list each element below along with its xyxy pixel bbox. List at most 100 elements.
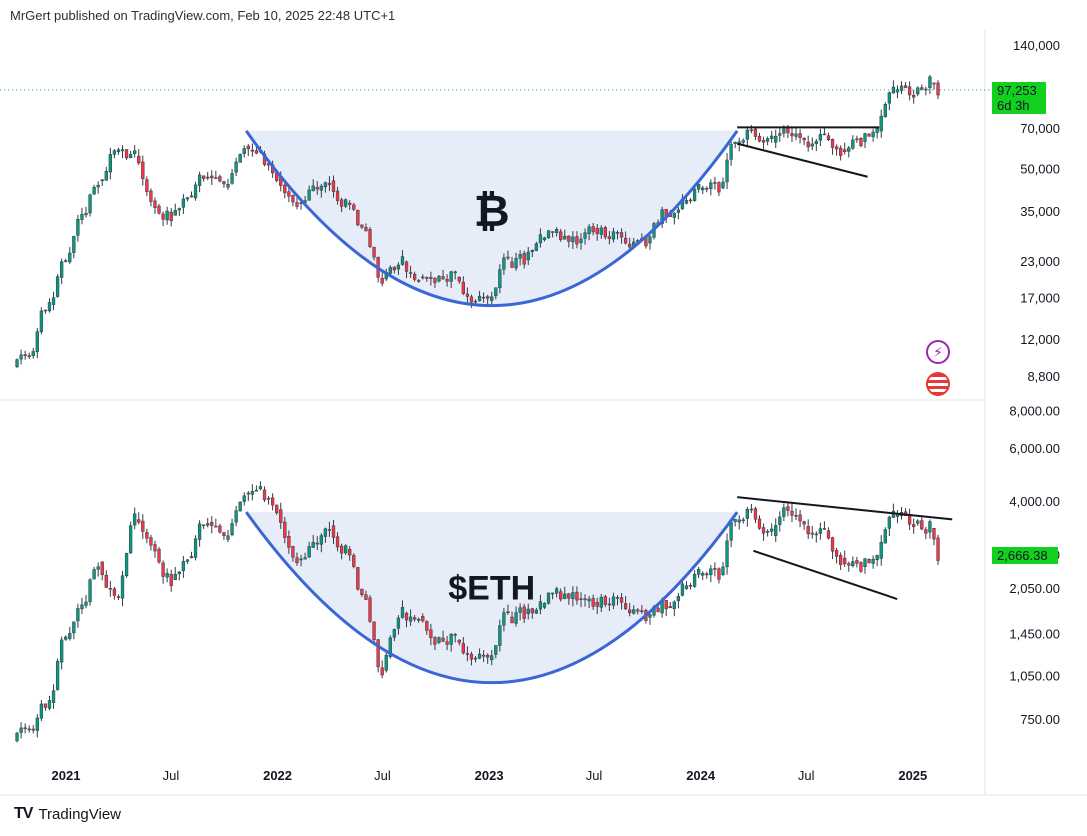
- candle-body: [388, 637, 392, 657]
- candle-body: [494, 645, 498, 655]
- candle-body: [859, 138, 863, 146]
- candle-body: [867, 133, 871, 137]
- candle-body: [112, 588, 117, 596]
- candle-body: [388, 267, 392, 274]
- candle-body: [709, 568, 713, 576]
- candle-body: [534, 609, 539, 614]
- candle-body: [181, 198, 186, 208]
- candle-body: [798, 514, 802, 522]
- candle-body: [120, 149, 125, 152]
- candle-body: [348, 202, 352, 205]
- candle-body: [688, 199, 693, 202]
- wedge-top-line: [737, 496, 953, 521]
- candle-body: [258, 486, 263, 490]
- candle-body: [339, 199, 344, 207]
- lightning-icon[interactable]: ⚡: [926, 340, 950, 364]
- candle-body: [530, 250, 534, 252]
- candle-body: [242, 148, 246, 154]
- candle-body: [311, 542, 315, 548]
- candle-body: [141, 520, 145, 532]
- candle-body: [619, 597, 624, 603]
- candle-body: [202, 175, 206, 179]
- candle-body: [607, 603, 612, 606]
- x-tick-label: 2024: [686, 768, 716, 783]
- y-tick-label: 70,000: [1020, 121, 1060, 136]
- candle-body: [936, 537, 940, 561]
- candle-body: [567, 593, 571, 599]
- candle-body: [380, 277, 384, 284]
- x-tick-label: 2025: [898, 768, 927, 783]
- candle-body: [899, 85, 904, 91]
- candle-body: [765, 138, 770, 142]
- candle-body: [368, 229, 372, 247]
- candle-body: [761, 140, 766, 143]
- candle-body: [64, 636, 68, 640]
- candle-body: [425, 277, 429, 279]
- candle-body: [453, 271, 457, 274]
- candle-body: [368, 597, 372, 622]
- candle-body: [80, 214, 84, 220]
- candle-body: [538, 601, 543, 610]
- candle-body: [814, 141, 818, 144]
- candle-body: [291, 546, 295, 558]
- candle-body: [632, 609, 636, 614]
- candle-body: [344, 545, 348, 554]
- candle-body: [522, 606, 526, 619]
- candle-body: [323, 182, 328, 188]
- candle-body: [15, 359, 19, 367]
- candle-body: [822, 133, 827, 136]
- candle-body: [149, 537, 153, 546]
- candle-body: [863, 558, 867, 567]
- candle-body: [51, 297, 56, 305]
- candle-body: [124, 149, 129, 159]
- candle-body: [490, 296, 494, 301]
- candle-body: [356, 567, 360, 590]
- candle-body: [713, 182, 717, 184]
- candle-body: [222, 181, 226, 185]
- candle-body: [648, 236, 652, 244]
- candle-body: [826, 135, 831, 141]
- x-tick-label: 2023: [475, 768, 504, 783]
- candle-body: [104, 574, 108, 588]
- candle-body: [311, 185, 315, 192]
- candle-body: [210, 175, 214, 179]
- candle-body: [307, 189, 311, 201]
- candle-body: [68, 252, 72, 263]
- candle-body: [331, 525, 336, 538]
- candle-body: [563, 235, 567, 240]
- candle-body: [826, 530, 831, 539]
- candle-body: [250, 491, 255, 495]
- candle-body: [802, 137, 806, 141]
- candle-body: [437, 637, 441, 643]
- candle-body: [611, 231, 616, 240]
- candle-body: [226, 184, 230, 188]
- candle-body: [891, 86, 896, 94]
- candle-body: [112, 150, 117, 155]
- candle-body: [254, 150, 259, 154]
- candle-body: [737, 519, 741, 523]
- candle-body: [461, 643, 465, 654]
- candle-body: [916, 520, 920, 524]
- footer-logo[interactable]: TV TradingView: [14, 805, 121, 823]
- eth-last-price-tag: 2,666.38: [992, 546, 1058, 564]
- candle-body: [287, 191, 291, 197]
- candle-body: [786, 506, 790, 511]
- us-flag-icon[interactable]: [926, 372, 950, 396]
- candle-body: [197, 523, 202, 540]
- candle-body: [778, 133, 782, 136]
- candle-body: [542, 603, 547, 608]
- candle-body: [372, 621, 376, 640]
- candle-body: [859, 562, 863, 572]
- candle-body: [181, 561, 186, 571]
- candle-body: [648, 614, 652, 618]
- candle-body: [433, 278, 437, 283]
- candle-body: [133, 513, 137, 526]
- candle-body: [530, 608, 534, 614]
- candle-body: [830, 139, 835, 148]
- candle-body: [348, 549, 352, 556]
- candle-body: [55, 660, 60, 690]
- candle-body: [587, 226, 591, 234]
- candle-body: [851, 139, 855, 149]
- candle-body: [145, 179, 149, 192]
